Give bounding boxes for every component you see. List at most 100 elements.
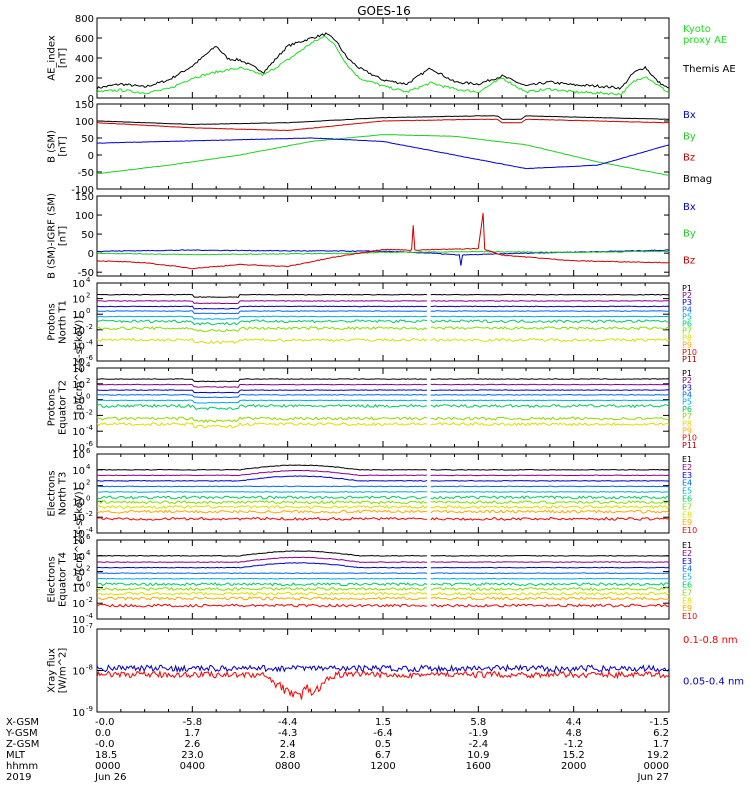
x-table-cell: 0000 — [95, 761, 120, 772]
y-axis-label: [nT] — [58, 136, 69, 156]
y-tick-label: 100 — [75, 117, 94, 128]
y-tick-exponent: -2 — [86, 408, 93, 416]
channel-legend: P10 — [682, 348, 697, 357]
x-table-cell: 1.7 — [653, 739, 669, 750]
y-tick-label: 100 — [75, 211, 94, 222]
plot-title: GOES-16 — [357, 4, 411, 18]
y-tick-label: 10 — [72, 625, 85, 636]
y-tick-label: 0 — [88, 249, 94, 260]
channel-line — [96, 310, 669, 315]
y-tick-exponent: -6 — [86, 440, 94, 448]
y-tick-label: 0 — [88, 94, 94, 105]
series-line — [96, 36, 670, 96]
shared-unit-label: [e/(cm^2-s-sr-keV)] — [74, 487, 85, 585]
y-tick-label: 10 — [72, 466, 85, 477]
channel-legend: P7 — [682, 412, 692, 421]
x-table-cell: -6.4 — [373, 728, 393, 739]
legend-entry: Bx — [683, 202, 696, 213]
shared-unit-label: [p/(cm^2-s-sr-keV)] — [74, 316, 85, 415]
x-table-cell: 0.5 — [375, 739, 391, 750]
channel-legend: P2 — [682, 376, 692, 385]
x-table-cell: 2.6 — [184, 739, 200, 750]
y-tick-label: 10 — [72, 310, 85, 321]
y-tick-label: -50 — [78, 168, 94, 179]
channel-line — [97, 485, 670, 488]
panel-frame — [96, 195, 670, 277]
y-tick-label: 150 — [75, 100, 94, 111]
x-table-cell: -5.8 — [183, 717, 203, 728]
x-table-cell: 6.7 — [375, 750, 391, 761]
channel-line — [96, 399, 669, 404]
channel-line — [97, 491, 670, 493]
channel-line — [96, 582, 670, 587]
channel-line — [96, 572, 670, 575]
x-table-row-label: MLT — [6, 750, 26, 761]
x-table-cell: 1.7 — [184, 728, 200, 739]
channel-legend: E8 — [682, 596, 692, 605]
legend-entry: Bmag — [683, 174, 712, 185]
y-axis-label: Equator T4 — [58, 552, 69, 607]
series-line — [96, 118, 670, 132]
channel-line — [96, 550, 670, 557]
y-tick-label: 50 — [81, 134, 94, 145]
x-table-cell: Jun 27 — [636, 772, 669, 783]
x-table-cell: -1.9 — [469, 728, 489, 739]
channel-legend: P10 — [682, 434, 697, 443]
channel-line — [96, 556, 670, 563]
y-tick-exponent: -8 — [86, 664, 93, 672]
y-tick-label: 10 — [72, 443, 85, 454]
channel-legend: P5 — [682, 312, 692, 321]
channel-line — [96, 495, 669, 500]
channel-line — [96, 577, 670, 580]
series-line — [96, 32, 670, 90]
y-tick-label: 10 — [72, 615, 85, 626]
series-line — [97, 250, 670, 256]
y-tick-exponent: 0 — [86, 580, 90, 588]
x-table-cell: 0400 — [180, 761, 205, 772]
y-tick-label: 10 — [72, 396, 85, 407]
channel-legend: P2 — [682, 291, 692, 300]
channel-line — [97, 305, 670, 310]
channel-legend: E4 — [682, 565, 692, 574]
y-tick-exponent: 4 — [86, 463, 91, 471]
x-table-cell: -1.5 — [649, 717, 669, 728]
panel-bdiff: 150 100 50 0 -50 B (SM)-IGRF (SM) [nT] Bx By Bz — [47, 192, 696, 279]
channel-line — [96, 500, 670, 505]
y-tick-label: 10 — [72, 295, 85, 306]
y-tick-label: 10 — [72, 667, 85, 678]
channel-legend: P8 — [682, 419, 692, 428]
channel-legend: E7 — [682, 588, 692, 597]
y-tick-label: 10 — [72, 513, 85, 524]
channel-legend: E5 — [682, 573, 692, 582]
legend-entry: By — [683, 131, 696, 142]
channel-line — [96, 516, 670, 521]
legend-entry: Bz — [683, 255, 695, 266]
y-tick-exponent: -6 — [86, 354, 94, 362]
y-tick-label: 10 — [72, 341, 85, 352]
x-table-cell: 6.2 — [653, 728, 669, 739]
y-tick-exponent: -7 — [86, 622, 93, 630]
y-tick-exponent: 2 — [86, 377, 90, 385]
series-line — [96, 213, 670, 270]
y-axis-label: Xray flux — [47, 648, 58, 693]
y-tick-exponent: -9 — [86, 705, 93, 713]
channel-line — [96, 416, 670, 423]
channel-line — [96, 586, 670, 592]
channel-line — [96, 422, 670, 429]
x-table-cell: 0000 — [644, 761, 669, 772]
legend-entry: proxy AE — [683, 35, 727, 46]
x-table-cell: 1.5 — [375, 717, 391, 728]
panel-frame — [96, 103, 670, 190]
y-tick-label: 10 — [72, 568, 85, 579]
y-axis-label: Protons — [47, 303, 58, 340]
channel-legend: P6 — [682, 319, 692, 328]
x-table-cell: -4.3 — [278, 728, 298, 739]
y-tick-label: 10 — [72, 708, 85, 719]
y-tick-exponent: 6 — [86, 447, 91, 455]
x-table-cell: 2.4 — [280, 739, 296, 750]
y-tick-exponent: 0 — [86, 307, 90, 315]
y-tick-label: 800 — [75, 14, 94, 25]
channel-legend: E6 — [682, 495, 692, 504]
y-axis-label: [W/m^2] — [58, 648, 69, 694]
channel-legend: E10 — [682, 612, 697, 621]
